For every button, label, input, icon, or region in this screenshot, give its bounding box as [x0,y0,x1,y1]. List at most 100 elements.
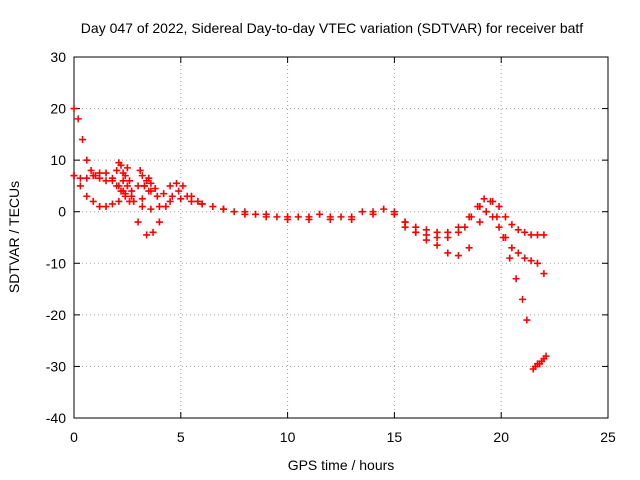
data-point [508,221,516,229]
data-point [138,172,146,180]
y-tick-label: 30 [50,49,66,65]
data-point [187,197,195,205]
x-axis-label: GPS time / hours [288,457,395,473]
data-point [147,205,155,213]
axis-ticks [73,56,609,419]
data-point [179,182,187,190]
data-point [96,203,104,211]
data-point [369,210,377,218]
data-point [168,192,176,200]
data-point [83,192,91,200]
data-point [412,228,420,236]
data-point [380,205,388,213]
data-point [147,179,155,187]
data-point [153,192,161,200]
data-point [461,223,469,231]
data-point [476,218,484,226]
data-point [499,234,507,241]
series-trace-c [70,169,548,260]
series-trace-d [529,352,550,373]
data-point [540,231,548,239]
data-point [241,210,249,218]
data-point [155,218,163,226]
data-point [76,174,84,182]
y-tick-label: -30 [46,358,66,374]
y-tick-label: -40 [46,410,66,426]
data-point [143,231,151,239]
data-point [160,190,168,198]
data-point [198,200,206,208]
data-point [134,182,142,190]
y-tick-label: 0 [58,204,66,220]
data-point [252,210,260,218]
x-tick-label: 20 [493,429,509,445]
chart-title: Day 047 of 2022, Sidereal Day-to-day VTE… [81,20,584,36]
data-point [102,169,110,177]
data-point [128,192,136,200]
data-point [444,249,452,257]
data-point [480,195,488,203]
data-point [140,182,148,190]
y-tick-label: 10 [50,152,66,168]
data-point [523,316,531,324]
data-point [70,172,78,180]
data-point [534,259,542,267]
data-point [151,185,159,193]
x-tick-label: 0 [70,429,78,445]
data-point [358,208,366,216]
data-point [76,182,84,190]
data-point [87,166,95,174]
data-point [108,200,116,208]
data-point [230,208,238,216]
data-point [102,203,110,211]
data-point [173,179,181,187]
y-tick-label: -10 [46,255,66,271]
data-point [433,241,441,249]
data-point [534,231,542,239]
data-point [465,244,473,252]
data-point [506,254,514,262]
data-point [166,182,174,190]
data-point [337,213,345,221]
data-point [119,177,127,185]
data-point [115,197,123,205]
plot-frame [73,56,609,419]
x-tick-label: 15 [387,429,403,445]
data-point [454,252,462,260]
data-point [422,236,430,244]
data-point [175,187,183,195]
data-point [83,174,91,182]
data-point [273,213,281,221]
data-point [113,166,121,174]
data-point [262,213,270,221]
data-point [527,257,535,265]
data-point [96,169,104,177]
data-point [102,177,110,185]
data-point [467,213,475,221]
data-point [220,205,228,213]
data-point [390,210,398,218]
y-axis-label: SDTVAR / TECUs [6,181,22,293]
data-point [493,213,501,221]
y-tick-label: 20 [50,101,66,117]
data-point [166,197,174,205]
data-point [136,166,144,174]
data-point [284,215,292,223]
data-point [540,270,548,278]
data-point [123,164,131,172]
data-point [149,228,157,236]
data-point [194,197,202,205]
data-point [433,234,441,241]
data-point [138,195,146,203]
grid [74,57,608,418]
data-point [542,352,550,360]
data-point [145,187,153,195]
data-point [108,174,116,182]
data-point [134,218,142,226]
x-tick-label: 5 [177,429,185,445]
data-point [145,174,153,182]
data-point [155,203,163,211]
data-point [162,203,170,211]
data-point [501,213,509,221]
